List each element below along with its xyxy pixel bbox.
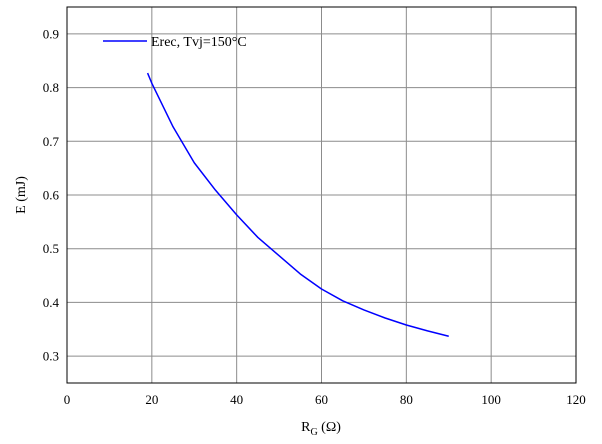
x-tick-label: 60: [315, 392, 328, 407]
legend: Erec, Tvj=150°C: [103, 35, 247, 50]
x-tick-label: 80: [400, 392, 413, 407]
y-tick-label: 0.5: [43, 241, 59, 256]
x-tick-label: 120: [566, 392, 586, 407]
x-tick-labels: 0 20 40 60 80 100 120: [64, 392, 586, 407]
y-tick-label: 0.9: [43, 26, 59, 41]
x-tick-label: 0: [64, 392, 71, 407]
x-axis-label-main: R: [301, 420, 311, 435]
y-tick-label: 0.6: [43, 188, 60, 203]
x-axis-label: RG (Ω): [301, 420, 341, 438]
y-tick-labels: 0.3 0.4 0.5 0.6 0.7 0.8 0.9: [43, 26, 60, 363]
x-tick-label: 20: [145, 392, 158, 407]
series-layer: [146, 72, 449, 337]
y-tick-label: 0.3: [43, 349, 59, 364]
x-axis-label-subscript: G: [310, 427, 317, 438]
plot-frame: [66, 6, 577, 384]
x-tick-label: 100: [481, 392, 501, 407]
y-tick-label: 0.7: [43, 134, 60, 149]
grid-lines: [67, 7, 576, 383]
legend-label: Erec, Tvj=150°C: [151, 35, 247, 50]
x-tick-label: 40: [230, 392, 243, 407]
y-tick-label: 0.4: [43, 295, 60, 310]
x-axis-label-unit: (Ω): [318, 420, 342, 435]
y-tick-label: 0.8: [43, 80, 59, 95]
y-axis-label: E (mJ): [14, 176, 29, 214]
series-line: [146, 72, 449, 337]
